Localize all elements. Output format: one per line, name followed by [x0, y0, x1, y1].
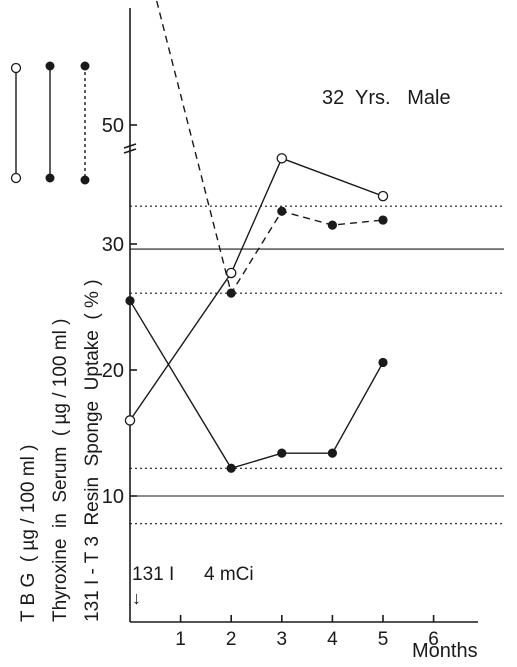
axis-label-resin-uptake: 131 I - T 3 Resin Sponge Uptake ( % ) — [82, 279, 103, 622]
point-resin_uptake-1 — [226, 288, 236, 298]
point-tbg-3 — [377, 190, 389, 202]
point-tbg-0 — [124, 415, 136, 426]
x-tick-label-1: 2 — [226, 629, 237, 650]
point-thyroxine-3 — [327, 448, 337, 458]
point-resin_uptake-2 — [277, 206, 287, 216]
point-tbg-2 — [276, 153, 288, 164]
point-tbg-1 — [225, 267, 237, 279]
series-line-tbg — [129, 157, 384, 421]
point-resin_uptake-3 — [327, 220, 337, 230]
event-label: 131 I — [132, 564, 174, 585]
axes — [123, 8, 478, 623]
series-line-thyroxine — [129, 300, 384, 470]
ticks: 1 2 3 4 5 6 10 20 30 50 — [102, 115, 439, 650]
axis-label-tbg: T B G ( µg / 100 ml ) — [18, 445, 39, 622]
legend-resin-uptake-marker-bottom — [80, 175, 90, 185]
axis-label-thyroxine: Thyroxine in Serum ( µg / 100 ml ) — [50, 319, 71, 622]
annotation-text: 32 Yrs. Male — [322, 87, 451, 109]
legend-thyroxine — [45, 61, 55, 183]
point-thyroxine-2 — [277, 448, 287, 458]
y-tick-label-1: 20 — [102, 360, 124, 382]
series — [124, 0, 389, 473]
y-tick-label-break: 50 — [102, 115, 124, 137]
point-thyroxine-1 — [226, 463, 236, 473]
reference-lines — [130, 205, 504, 525]
legend-thyroxine-marker-bottom — [45, 173, 55, 183]
legend-tbg-marker-bottom — [10, 172, 22, 184]
point-thyroxine-4 — [378, 357, 388, 368]
x-tick-label-4: 5 — [378, 629, 389, 650]
x-tick-label-2: 3 — [277, 629, 288, 650]
legend-tbg — [10, 62, 22, 184]
x-tick-label-5: 6 — [428, 629, 439, 650]
y-tick-label-0: 10 — [102, 486, 124, 508]
event-dose: 4 mCi — [204, 564, 254, 585]
legend-resin-uptake — [80, 61, 90, 185]
event-arrow: ↓ — [132, 588, 141, 608]
legend-markers — [10, 61, 90, 185]
point-thyroxine-0 — [125, 296, 135, 306]
legend-resin-uptake-marker-top — [80, 61, 90, 71]
x-tick-label-0: 1 — [175, 629, 186, 650]
y-axis-break-mark-1 — [123, 143, 137, 149]
legend-tbg-marker-top — [10, 62, 22, 74]
point-resin_uptake-4 — [378, 215, 388, 225]
x-tick-label-3: 4 — [327, 629, 338, 650]
y-tick-label-2: 30 — [102, 234, 124, 256]
legend-thyroxine-marker-top — [45, 61, 55, 71]
x-axis-label: Months — [412, 640, 478, 662]
y-axis-break-mark-2 — [123, 148, 137, 154]
